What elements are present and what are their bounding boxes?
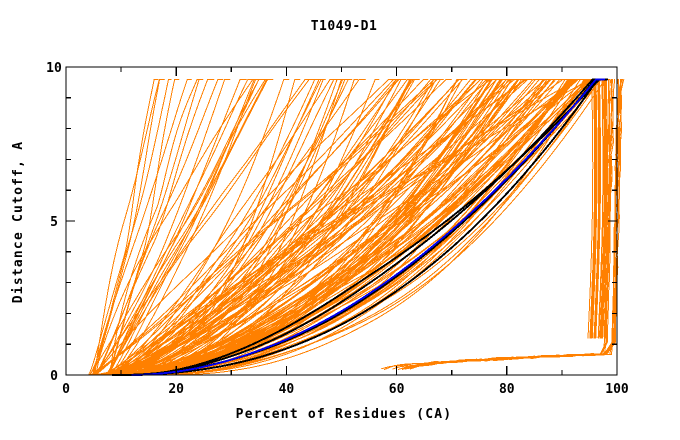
prediction-curve: [115, 78, 336, 376]
prediction-curve: [590, 78, 596, 339]
prediction-curve: [94, 78, 400, 376]
prediction-curve: [404, 78, 621, 370]
prediction-curve: [604, 78, 610, 339]
axis-ticks: [65, 66, 618, 376]
reference-curve: [111, 78, 607, 376]
prediction-curve: [94, 78, 290, 376]
prediction-curve: [108, 78, 204, 376]
prediction-curve: [403, 78, 616, 370]
x-tick-label: 60: [389, 382, 405, 397]
prediction-curve: [91, 78, 165, 376]
prediction-curve: [114, 78, 444, 376]
x-tick-label: 100: [605, 382, 629, 397]
prediction-curve: [92, 78, 231, 376]
prediction-curve: [589, 78, 596, 339]
prediction-curve: [132, 78, 589, 376]
prediction-curve: [587, 78, 594, 339]
prediction-curve: [87, 78, 159, 376]
prediction-curve: [601, 78, 608, 339]
prediction-curve: [134, 78, 401, 376]
prediction-curve: [107, 78, 322, 376]
y-tick-label: 0: [50, 369, 58, 384]
axis-tick-labels: 0 20 40 60 80 100 0 5 10: [46, 61, 629, 397]
reference-curve: [128, 78, 602, 376]
highlight-curve: [131, 78, 605, 376]
y-tick-label: 10: [46, 61, 62, 76]
highlight-curve-group: [131, 78, 605, 376]
prediction-curve: [112, 78, 578, 376]
prediction-curve: [593, 78, 600, 339]
prediction-curve: [594, 78, 601, 339]
prediction-curve: [107, 78, 513, 376]
prediction-curve: [96, 78, 224, 376]
prediction-curve: [595, 78, 601, 339]
prediction-curve: [89, 78, 172, 376]
x-tick-label: 40: [279, 382, 295, 397]
prediction-curve: [95, 78, 258, 376]
x-tick-label: 80: [499, 382, 515, 397]
page-title: T1049-D1: [311, 19, 378, 34]
prediction-curve: [591, 78, 597, 339]
prediction-curve: [600, 78, 607, 339]
prediction-curve: [94, 78, 394, 376]
prediction-curve: [604, 78, 611, 339]
prediction-curve: [109, 78, 202, 376]
prediction-curve: [116, 78, 413, 376]
prediction-curve: [108, 78, 315, 376]
y-axis-label: Distance Cutoff, A: [11, 141, 26, 303]
prediction-curve: [95, 78, 312, 376]
prediction-curve: [107, 78, 595, 376]
prediction-curve: [108, 78, 254, 376]
prediction-curve: [123, 78, 521, 376]
prediction-curve: [105, 78, 380, 376]
prediction-curve: [591, 78, 598, 339]
x-tick-label: 0: [62, 382, 70, 397]
y-tick-label: 5: [50, 215, 58, 230]
prediction-curve: [111, 78, 260, 376]
prediction-curve: [599, 78, 606, 339]
prediction-curve: [104, 78, 493, 376]
prediction-curve: [106, 78, 247, 376]
x-axis-label: Percent of Residues (CA): [236, 407, 453, 422]
prediction-curve: [101, 78, 421, 376]
prediction-curve: [597, 78, 604, 339]
x-tick-label: 20: [168, 382, 184, 397]
prediction-curve: [95, 78, 462, 376]
